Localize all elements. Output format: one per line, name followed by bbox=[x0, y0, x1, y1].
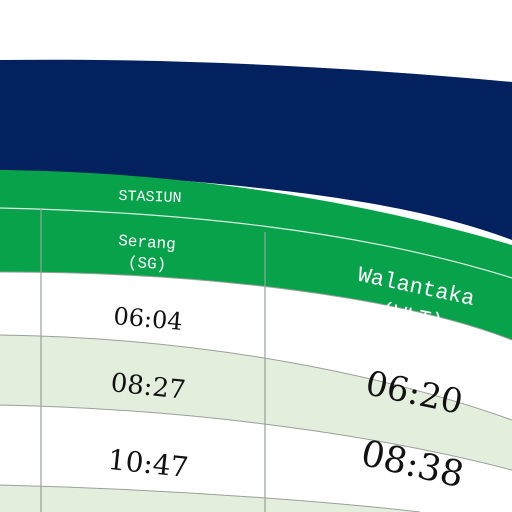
time-cell: 06:04 bbox=[112, 302, 183, 336]
table-row-band-2 bbox=[0, 335, 512, 470]
station-name: Serang bbox=[118, 232, 177, 254]
row-line-2 bbox=[0, 334, 512, 421]
station-code: (SG) bbox=[127, 254, 167, 275]
station-group-label: STASIUN bbox=[118, 188, 182, 207]
station-header-serang: Serang (SG) bbox=[118, 232, 177, 274]
table-row-band-4 bbox=[0, 485, 420, 512]
row-line-1 bbox=[0, 271, 512, 341]
row-line-3 bbox=[0, 404, 512, 471]
table-row-band-3 bbox=[0, 405, 512, 512]
green-header-band bbox=[0, 170, 512, 340]
table-row-band-1 bbox=[0, 272, 512, 420]
navy-banner bbox=[0, 59, 512, 240]
header-divider-line bbox=[0, 207, 512, 279]
row-line-4 bbox=[0, 484, 421, 512]
